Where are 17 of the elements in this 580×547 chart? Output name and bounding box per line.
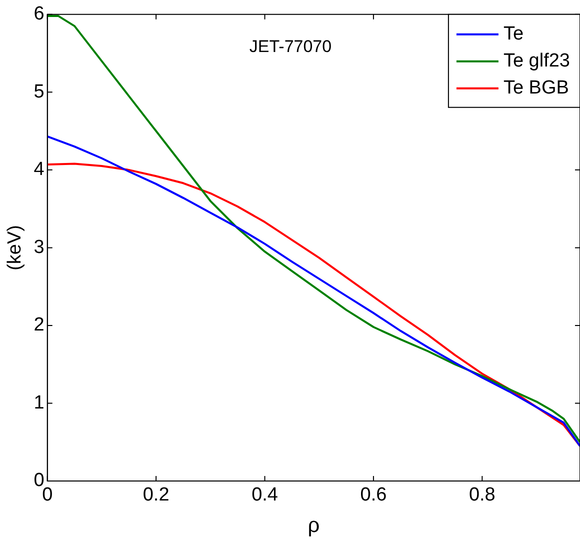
annotation: JET-77070: [249, 37, 332, 56]
x-tick-label: 0.8: [468, 484, 496, 506]
legend-label: Te: [503, 24, 524, 45]
y-tick-label: 3: [34, 236, 44, 258]
y-tick-label: 6: [34, 4, 44, 25]
y-tick-label: 0: [34, 470, 44, 492]
y-tick-label: 5: [34, 81, 44, 102]
y-axis-title: (keV): [4, 224, 26, 270]
y-tick-label: 1: [34, 392, 44, 414]
y-tick-label: 2: [34, 314, 44, 336]
legend-label: Te glf23: [503, 50, 570, 72]
x-tick-label: 0.6: [360, 484, 387, 506]
y-tick-label: 4: [34, 159, 45, 180]
x-axis-title: ρ: [308, 514, 320, 538]
legend-label: Te BGB: [503, 78, 569, 99]
x-tick-label: 0.2: [142, 484, 170, 506]
x-tick-label: 0.4: [252, 484, 278, 506]
